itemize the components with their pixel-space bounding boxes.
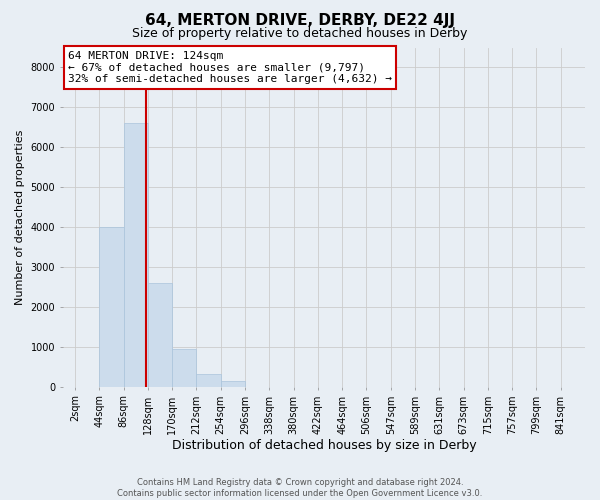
Bar	[148, 283, 172, 387]
X-axis label: Distribution of detached houses by size in Derby: Distribution of detached houses by size …	[172, 440, 476, 452]
Bar	[99, 227, 124, 387]
Text: Size of property relative to detached houses in Derby: Size of property relative to detached ho…	[133, 28, 467, 40]
Text: Contains HM Land Registry data © Crown copyright and database right 2024.
Contai: Contains HM Land Registry data © Crown c…	[118, 478, 482, 498]
Bar	[124, 124, 148, 387]
Y-axis label: Number of detached properties: Number of detached properties	[15, 130, 25, 305]
Bar	[172, 349, 196, 387]
Text: 64, MERTON DRIVE, DERBY, DE22 4JJ: 64, MERTON DRIVE, DERBY, DE22 4JJ	[145, 12, 455, 28]
Text: 64 MERTON DRIVE: 124sqm
← 67% of detached houses are smaller (9,797)
32% of semi: 64 MERTON DRIVE: 124sqm ← 67% of detache…	[68, 51, 392, 84]
Bar	[196, 374, 221, 387]
Bar	[221, 381, 245, 387]
